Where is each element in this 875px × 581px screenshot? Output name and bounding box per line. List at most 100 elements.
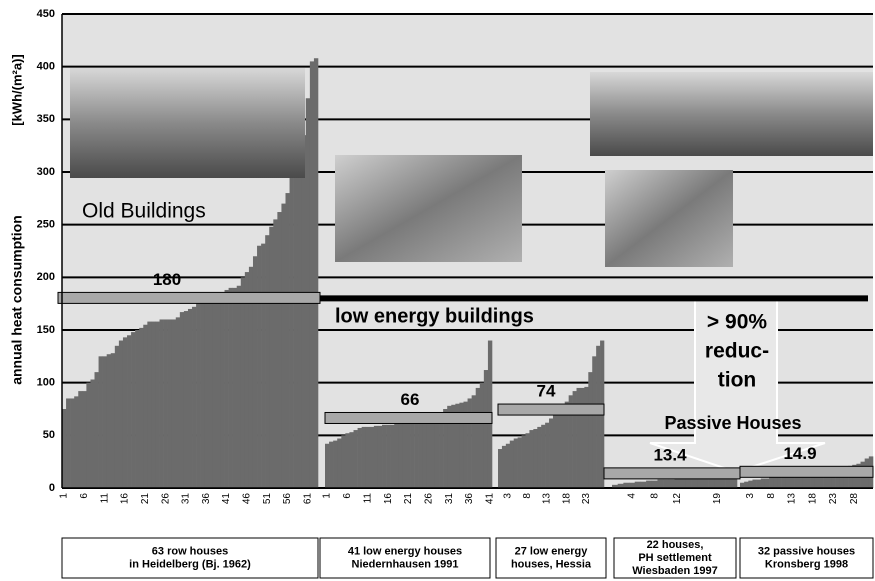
x-tick-label: 56 <box>282 493 293 505</box>
average-label: 180 <box>153 270 181 289</box>
bar <box>434 414 440 488</box>
bar <box>390 424 395 488</box>
bar <box>552 414 558 488</box>
bar <box>325 443 330 488</box>
bar <box>789 475 795 488</box>
bar <box>118 340 124 488</box>
bar <box>127 335 132 488</box>
bar <box>831 469 836 488</box>
bar <box>62 409 67 488</box>
x-tick-label: 28 <box>849 493 860 505</box>
bar <box>426 417 432 488</box>
x-tick-label: 31 <box>444 493 455 505</box>
bar <box>439 412 444 488</box>
group-label: Wiesbaden 1997 <box>632 565 718 577</box>
bar <box>467 398 472 488</box>
bar <box>398 423 403 488</box>
y-tick-label: 450 <box>37 8 55 20</box>
x-tick-label: 41 <box>221 493 232 505</box>
group-box <box>613 537 737 579</box>
bar <box>345 433 350 488</box>
y-tick-label: 200 <box>37 271 55 283</box>
bar <box>285 193 290 489</box>
bar <box>341 435 346 488</box>
average-bar <box>739 465 874 478</box>
group-label: Niedernhausen 1991 <box>352 558 459 570</box>
annotation: > 90% <box>707 311 767 334</box>
x-tick-label: 18 <box>807 493 818 505</box>
average-label: 74 <box>537 382 556 401</box>
bar <box>329 441 334 488</box>
bar <box>451 404 456 488</box>
bar <box>541 424 546 488</box>
bar <box>756 479 762 488</box>
bar <box>382 424 387 488</box>
bar <box>163 319 168 488</box>
bar <box>596 345 601 488</box>
average-bar <box>57 291 321 304</box>
y-tick-label: 50 <box>43 429 55 441</box>
x-tick-label: 11 <box>362 493 373 504</box>
photo-low-energy <box>335 155 522 262</box>
x-tick-label: 4 <box>627 493 638 499</box>
bar <box>167 319 173 488</box>
x-tick-label: 11 <box>99 493 110 504</box>
bar <box>269 226 274 489</box>
photo-passive-2 <box>605 170 733 267</box>
bar <box>760 478 766 488</box>
bar <box>204 298 209 488</box>
bar <box>818 471 824 488</box>
y-tick-label: 0 <box>49 482 55 494</box>
bar <box>781 476 787 488</box>
x-tick-label: 13 <box>787 493 798 505</box>
bar <box>568 395 573 488</box>
x-tick-label: 6 <box>342 493 353 499</box>
bar <box>764 478 770 488</box>
bar <box>560 405 566 488</box>
bar <box>839 467 845 488</box>
bar <box>244 272 250 488</box>
bar <box>521 435 526 488</box>
group-label: Kronsberg 1998 <box>765 558 848 570</box>
bar <box>273 219 278 488</box>
bar <box>373 425 379 488</box>
bar <box>110 353 116 488</box>
bar <box>159 319 164 488</box>
bar <box>629 482 636 488</box>
bar <box>685 477 692 488</box>
bar <box>483 370 489 488</box>
photo-old-houses <box>70 68 305 178</box>
x-tick-label: 23 <box>581 493 592 505</box>
group-label: 22 houses, <box>647 539 704 551</box>
bar <box>533 429 538 488</box>
x-tick-label: 6 <box>79 493 90 499</box>
bar <box>479 382 485 488</box>
bar <box>835 469 841 488</box>
x-tick-label: 8 <box>649 493 660 499</box>
bar <box>576 387 581 488</box>
bar <box>196 303 201 488</box>
bar <box>517 437 522 488</box>
bar <box>357 427 362 488</box>
bar <box>623 482 630 488</box>
bar <box>179 312 185 488</box>
bar <box>814 472 820 488</box>
bar <box>549 418 554 488</box>
group-label: 63 row houses <box>152 545 228 557</box>
bar <box>752 479 757 488</box>
bar <box>386 424 391 488</box>
bar <box>232 287 238 488</box>
annotation: Old Buildings <box>82 200 206 223</box>
bar <box>505 443 511 488</box>
x-tick-label: 3 <box>745 493 756 499</box>
bar <box>640 481 647 488</box>
y-tick-label: 100 <box>37 377 55 389</box>
bar <box>769 477 774 488</box>
bar <box>82 391 87 488</box>
bar <box>634 481 641 488</box>
average-label: 14.9 <box>783 444 816 463</box>
bar <box>592 356 597 488</box>
bar <box>471 395 477 488</box>
bar <box>806 473 811 488</box>
